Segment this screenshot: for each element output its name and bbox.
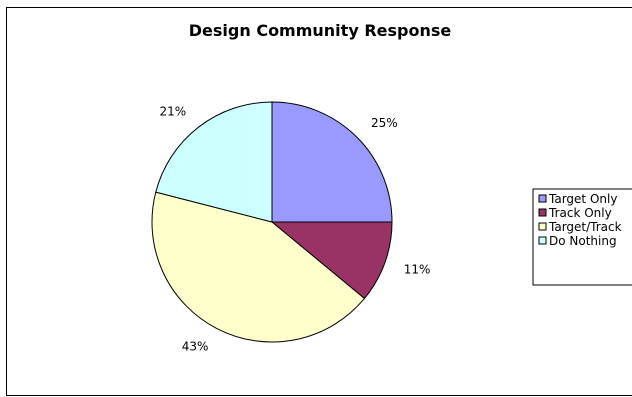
pie-slice-do-nothing (155, 101, 273, 223)
slice-labels: 25% 11% 43% 21% (160, 104, 431, 353)
data-label-target-only: 25% (371, 116, 398, 130)
legend-box (532, 188, 632, 286)
pie-slice-target-only (271, 101, 393, 223)
legend-swatch-do-nothing (538, 236, 547, 245)
legend-swatch-target-only (538, 194, 547, 203)
pie-slice-target-track (151, 191, 366, 343)
legend-swatch-target-track (538, 222, 547, 231)
legend-label-do-nothing: Do Nothing (549, 234, 617, 248)
legend-label-target-only: Target Only (548, 192, 617, 206)
data-label-track-only: 11% (404, 262, 431, 276)
legend-label-target-track: Target/Track (548, 220, 622, 234)
legend-swatch-track-only (538, 208, 547, 217)
data-label-target-track: 43% (182, 340, 209, 354)
pie-slices (151, 101, 393, 343)
legend-label-track-only: Track Only (548, 206, 612, 220)
data-label-do-nothing: 21% (160, 104, 187, 118)
chart-title: Design Community Response (189, 21, 452, 40)
pie-slice-track-only (270, 221, 393, 300)
